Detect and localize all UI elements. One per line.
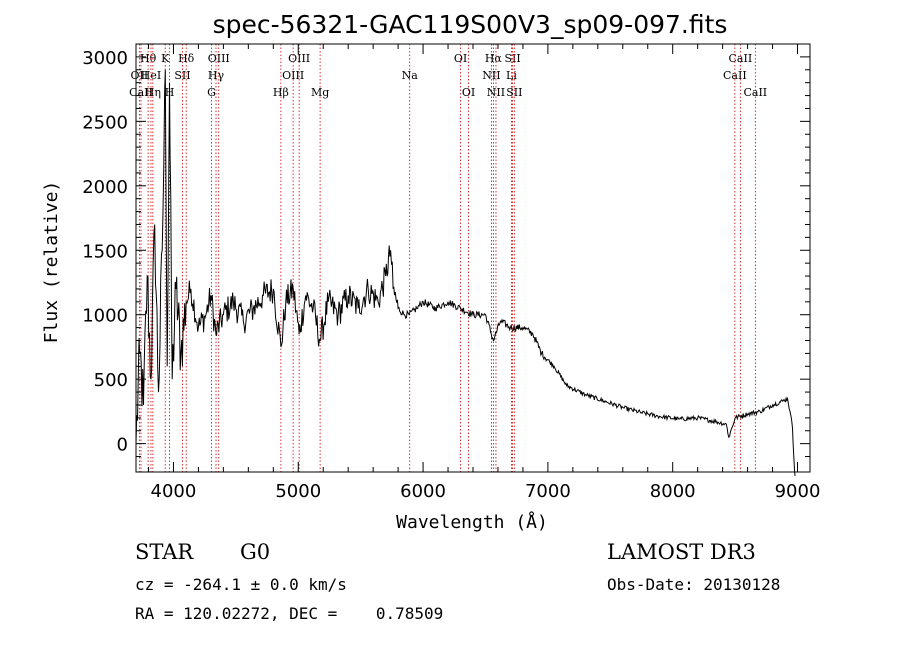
redshift-readout: cz = -264.1 ± 0.0 km/s xyxy=(135,575,347,594)
object-class: STAR xyxy=(135,540,194,564)
marker-label-17: OI xyxy=(454,52,467,65)
y-tick-label-0: 0 xyxy=(117,435,128,456)
marker-label-3: Hη xyxy=(145,86,161,99)
x-tick-label-2: 6000 xyxy=(400,481,446,502)
marker-label-2: CaII xyxy=(129,86,153,99)
marker-label-5: K xyxy=(161,52,170,65)
marker-label-24: SII xyxy=(506,86,522,99)
marker-label-19: Hα xyxy=(485,52,503,65)
marker-label-25: CaII xyxy=(729,52,753,65)
marker-label-15: Mg xyxy=(311,86,329,99)
y-tick-label-2: 1000 xyxy=(82,306,128,327)
x-tick-label-0: 4000 xyxy=(151,481,197,502)
marker-label-18: OI xyxy=(462,86,475,99)
marker-label-26: CaII xyxy=(723,69,747,82)
marker-label-4: HeI xyxy=(141,69,161,82)
chart-title: spec-56321-GAC119S00V3_sp09-097.fits xyxy=(213,10,728,39)
y-tick-label-3: 1500 xyxy=(82,241,128,262)
spectrum-line xyxy=(135,69,796,476)
marker-label-7: SII xyxy=(174,69,190,82)
x-tick-label-4: 8000 xyxy=(650,481,696,502)
coordinates-readout: RA = 120.02272, DEC = 0.78509 xyxy=(135,604,444,623)
marker-label-20: NII xyxy=(482,69,500,82)
object-subclass: G0 xyxy=(240,540,271,564)
obs-date: Obs-Date: 20130128 xyxy=(607,575,781,594)
marker-label-14: OIII xyxy=(282,69,304,82)
plot-frame xyxy=(135,43,811,473)
marker-label-27: CaII xyxy=(743,86,767,99)
marker-label-22: SII xyxy=(504,52,520,65)
x-tick-label-3: 7000 xyxy=(525,481,571,502)
marker-label-16: Na xyxy=(402,69,419,82)
survey-name: LAMOST DR3 xyxy=(607,540,756,564)
marker-label-12: Hβ xyxy=(273,86,289,99)
x-axis-label: Wavelength (Å) xyxy=(396,511,548,533)
y-tick-label-6: 3000 xyxy=(82,48,128,69)
marker-label-21: NII xyxy=(487,86,505,99)
y-tick-label-4: 2000 xyxy=(82,177,128,198)
marker-label-13: OIII xyxy=(288,52,310,65)
x-tick-label-5: 9000 xyxy=(775,481,821,502)
y-tick-label-1: 500 xyxy=(94,370,128,391)
y-tick-label-5: 2500 xyxy=(82,112,128,133)
marker-label-1: OII xyxy=(131,69,149,82)
marker-label-11: G xyxy=(207,86,216,99)
marker-label-9: OIII xyxy=(208,52,230,65)
marker-label-23: Li xyxy=(506,69,517,82)
y-axis-label: Flux (relative) xyxy=(41,181,62,344)
marker-label-8: Hδ xyxy=(178,52,195,65)
series-layer xyxy=(135,69,796,476)
axis-ticks: 4000 5000 6000 7000 8000 9000 0 500 1000 1500 2000… xyxy=(82,44,820,502)
x-tick-label-1: 5000 xyxy=(275,481,321,502)
marker-label-0: Hθ xyxy=(140,52,157,65)
marker-label-10: Hγ xyxy=(208,69,225,82)
